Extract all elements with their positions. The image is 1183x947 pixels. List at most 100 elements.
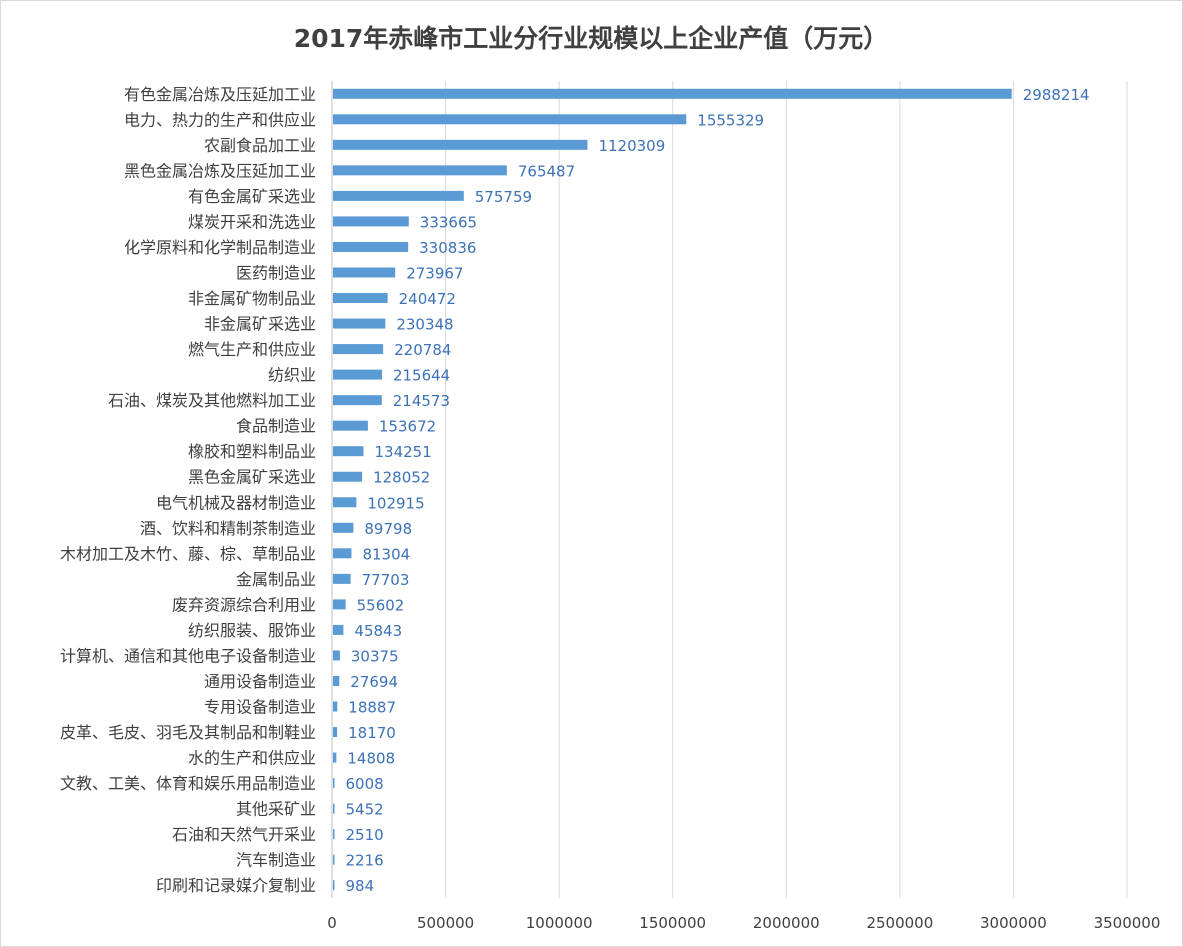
bar: [333, 624, 344, 635]
category-label: 废弃资源综合利用业: [172, 595, 316, 614]
category-label: 非金属矿采选业: [204, 315, 316, 334]
bar: [333, 701, 338, 712]
data-label: 273967: [406, 264, 463, 282]
bar: [333, 497, 357, 508]
data-label: 575759: [475, 188, 532, 206]
x-tick-label: 1000000: [526, 914, 593, 932]
gridlines: [331, 81, 1128, 898]
category-label: 水的生产和供应业: [188, 749, 316, 768]
bar: [333, 548, 352, 559]
category-label: 纺织业: [268, 366, 316, 385]
bar: [333, 573, 351, 584]
data-label: 45843: [354, 622, 402, 640]
data-label: 1120309: [598, 137, 665, 155]
bar: [333, 241, 409, 252]
bar: [333, 446, 364, 457]
category-label: 电力、热力的生产和供应业: [124, 110, 316, 129]
data-labels: 2988214 1555329 1120309 765487 575759 333665 3…: [346, 86, 1090, 895]
bars: [333, 88, 1012, 891]
data-label: 214573: [393, 392, 450, 410]
category-label: 有色金属矿采选业: [188, 187, 316, 206]
bar: [333, 395, 382, 406]
x-tick-label: 2500000: [866, 914, 933, 932]
data-label: 230348: [396, 316, 453, 334]
data-label: 6008: [346, 775, 384, 793]
data-label: 89798: [364, 520, 412, 538]
bar: [333, 369, 382, 380]
category-label: 专用设备制造业: [204, 698, 316, 717]
data-label: 2510: [346, 826, 384, 844]
bar: [333, 139, 588, 150]
category-label: 皮革、毛皮、羽毛及其制品和制鞋业: [60, 723, 316, 742]
category-label: 金属制品业: [236, 570, 316, 589]
bar: [333, 190, 464, 201]
category-label: 其他采矿业: [236, 800, 316, 819]
data-label: 18887: [348, 699, 396, 717]
category-label: 食品制造业: [236, 417, 316, 436]
data-label: 30375: [351, 647, 399, 665]
bar: [333, 88, 1012, 99]
bar: [333, 344, 384, 355]
chart-title: 2017年赤峰市工业分行业规模以上企业产值（万元）: [294, 24, 889, 53]
category-label: 石油和天然气开采业: [172, 825, 316, 844]
category-label: 石油、煤炭及其他燃料加工业: [108, 391, 316, 410]
data-label: 134251: [374, 443, 431, 461]
bar: [333, 293, 388, 304]
data-label: 27694: [350, 673, 398, 691]
category-label: 医药制造业: [236, 263, 316, 282]
x-tick-label: 0: [327, 914, 337, 932]
category-label: 黑色金属冶炼及压延加工业: [124, 161, 316, 180]
x-tick-label: 500000: [417, 914, 474, 932]
data-label: 220784: [394, 341, 451, 359]
data-label: 215644: [393, 367, 450, 385]
category-label: 燃气生产和供应业: [188, 340, 316, 359]
data-label: 240472: [399, 290, 456, 308]
category-label: 农副食品加工业: [204, 136, 316, 155]
bar: [333, 318, 386, 329]
bar: [333, 727, 338, 738]
category-label: 印刷和记录媒介复制业: [156, 876, 316, 895]
bar: [333, 165, 507, 176]
data-label: 81304: [362, 545, 410, 563]
data-label: 5452: [346, 801, 384, 819]
category-label: 化学原料和化学制品制造业: [124, 238, 316, 257]
category-label: 黑色金属矿采选业: [188, 468, 316, 487]
data-label: 102915: [367, 494, 424, 512]
bar: [333, 420, 368, 431]
bar: [333, 267, 396, 278]
category-labels: 有色金属冶炼及压延加工业电力、热力的生产和供应业农副食品加工业黑色金属冶炼及压延…: [60, 85, 316, 895]
x-tick-label: 2000000: [753, 914, 820, 932]
category-label: 通用设备制造业: [204, 672, 316, 691]
data-label: 984: [346, 877, 375, 895]
category-label: 橡胶和塑料制品业: [188, 442, 316, 461]
bar: [333, 854, 335, 865]
data-label: 765487: [518, 162, 575, 180]
x-tick-label: 3000000: [980, 914, 1047, 932]
category-label: 文教、工美、体育和娱乐用品制造业: [60, 774, 316, 793]
category-label: 纺织服装、服饰业: [188, 621, 316, 640]
data-label: 55602: [357, 596, 405, 614]
bar: [333, 114, 687, 125]
data-label: 128052: [373, 469, 430, 487]
bar: [333, 522, 354, 533]
bar: [333, 675, 340, 686]
category-label: 有色金属冶炼及压延加工业: [124, 85, 316, 104]
x-axis-tick-labels: 0 500000 1000000 1500000 2000000 2500000 30000…: [327, 914, 1160, 932]
bar: [333, 471, 363, 482]
category-label: 煤炭开采和洗选业: [188, 212, 316, 231]
category-label: 木材加工及木竹、藤、棕、草制品业: [60, 544, 316, 563]
data-label: 14808: [347, 750, 395, 768]
x-tick-label: 1500000: [639, 914, 706, 932]
data-label: 2216: [346, 852, 384, 870]
category-label: 酒、饮料和精制茶制造业: [140, 519, 316, 538]
bar: [333, 803, 335, 814]
bar: [333, 752, 337, 763]
data-label: 153672: [379, 418, 436, 436]
data-label: 333665: [420, 213, 477, 231]
category-label: 汽车制造业: [236, 851, 316, 870]
data-label: 18170: [348, 724, 396, 742]
data-label: 1555329: [697, 111, 764, 129]
bar: [333, 650, 340, 661]
